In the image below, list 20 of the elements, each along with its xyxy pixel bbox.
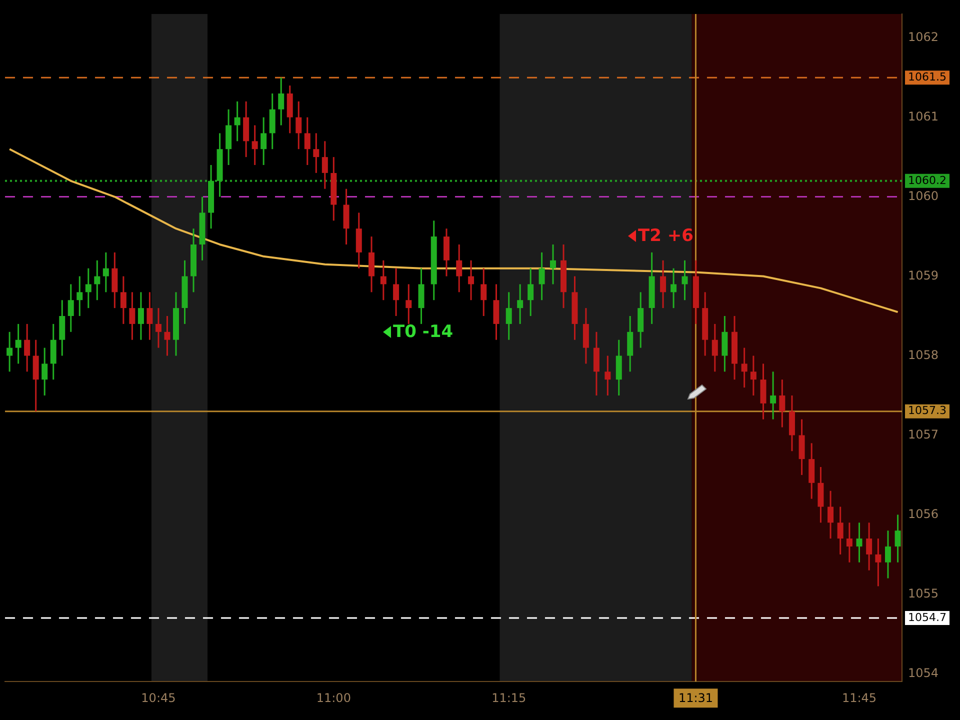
x-tick-label: 11:00: [316, 690, 351, 705]
x-tick-label: 11:45: [842, 690, 877, 705]
ref-line-label: 1061.5: [908, 70, 946, 84]
y-tick-label: 1061: [908, 109, 939, 124]
annotation: T0 -14: [393, 322, 454, 342]
y-tick-label: 1062: [908, 30, 939, 44]
y-tick-label: 1058: [908, 348, 939, 362]
ref-line-label: 1060.2: [908, 174, 946, 187]
x-tick-label: 11:15: [492, 690, 526, 705]
annotation: T2 +6: [638, 226, 694, 246]
x-tick-label: 10:45: [141, 690, 176, 705]
ref-line-label: 1057.3: [908, 404, 946, 418]
y-tick-label: 1057: [908, 427, 939, 442]
x-tick-label: 11:31: [678, 690, 714, 705]
y-tick-label: 1054: [908, 666, 939, 680]
y-tick-label: 1060: [908, 188, 939, 203]
ref-line-label: 1054.7: [908, 610, 946, 624]
y-tick-label: 1059: [908, 268, 939, 282]
y-tick-label: 1055: [908, 586, 939, 600]
y-tick-label: 1056: [908, 506, 939, 521]
